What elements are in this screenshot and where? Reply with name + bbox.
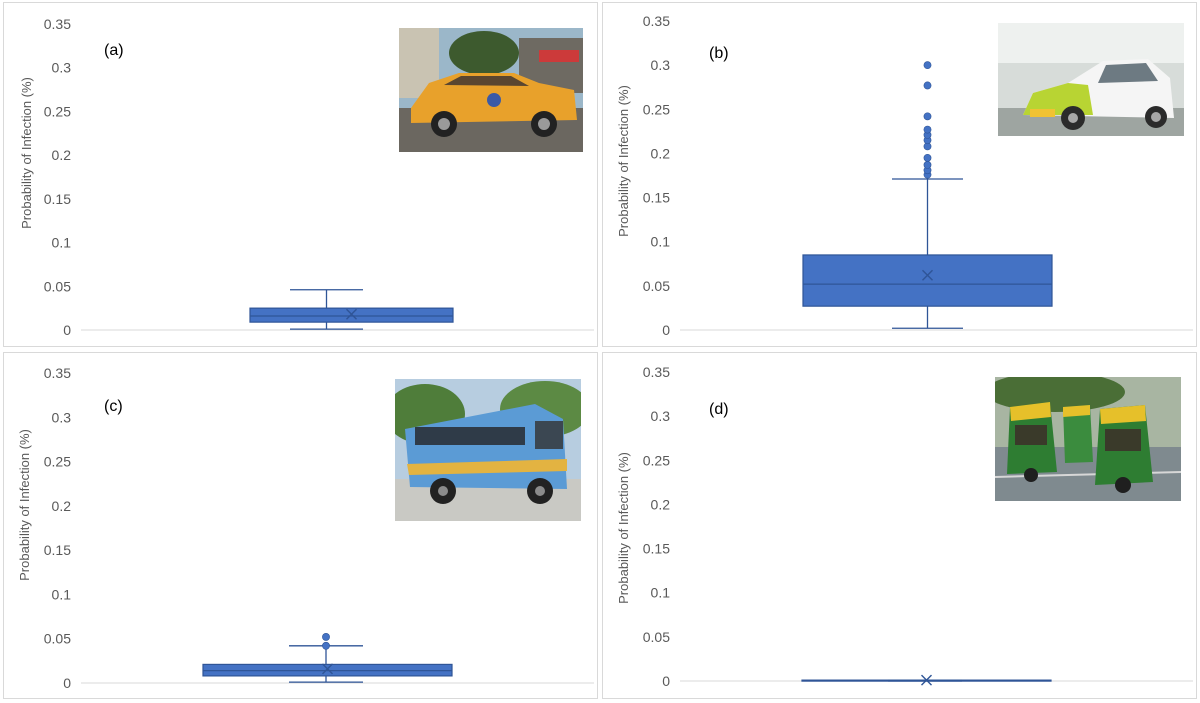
chart-svg-a: 0 0.05 0.1 0.15 0.2 0.25 0.3 0.35 Probability o… xyxy=(19,16,594,338)
y-tick-label: 0.1 xyxy=(52,235,72,251)
outlier-point xyxy=(322,633,330,641)
outlier-point xyxy=(923,153,932,162)
chart-panel-c: 0 0.05 0.1 0.15 0.2 0.25 0.3 0.35 Probability o… xyxy=(3,352,598,699)
chart-svg-b: 0 0.05 0.1 0.15 0.2 0.25 0.3 0.35 Probability o… xyxy=(616,13,1193,338)
y-tick-label: 0.1 xyxy=(651,234,671,250)
y-tick-label: 0.1 xyxy=(52,586,72,602)
panel-label: (d) xyxy=(709,401,729,418)
y-tick-label: 0.25 xyxy=(643,452,670,468)
y-tick-label: 0.3 xyxy=(651,57,671,73)
auto-rickshaw-photo xyxy=(995,377,1181,501)
y-tick-label: 0.15 xyxy=(44,191,71,207)
y-tick-label: 0.2 xyxy=(651,145,671,161)
y-tick-label: 0.35 xyxy=(643,13,670,29)
mean-marker xyxy=(322,663,333,675)
y-tick-label: 0.3 xyxy=(651,408,671,424)
y-tick-label: 0.15 xyxy=(643,541,670,557)
y-axis-label: Probability of Infection (%) xyxy=(616,452,631,604)
y-tick-label: 0.35 xyxy=(44,365,71,381)
y-tick-label: 0.25 xyxy=(44,454,71,470)
app-cab-photo xyxy=(998,23,1184,136)
y-tick-label: 0.3 xyxy=(52,409,72,425)
y-tick-label: 0.15 xyxy=(44,542,71,558)
y-tick-label: 0.35 xyxy=(643,364,670,380)
chart-panel-b: 0 0.05 0.1 0.15 0.2 0.25 0.3 0.35 Probability o… xyxy=(602,2,1197,347)
y-tick-label: 0 xyxy=(63,322,71,338)
y-tick-label: 0.3 xyxy=(52,60,72,76)
mean-marker xyxy=(922,269,933,281)
y-tick-label: 0.05 xyxy=(643,629,670,645)
mean-marker xyxy=(921,674,932,686)
outlier-point xyxy=(322,641,330,650)
y-axis-label: Probability of Infection (%) xyxy=(17,429,32,581)
outlier-point xyxy=(923,61,932,70)
y-tick-label: 0.1 xyxy=(651,585,671,601)
bus-photo xyxy=(395,379,581,521)
y-tick-label: 0.05 xyxy=(44,631,71,647)
outlier-point xyxy=(923,112,932,121)
y-tick-label: 0.25 xyxy=(44,103,71,119)
chart-panel-d: 0 0.05 0.1 0.15 0.2 0.25 0.3 0.35 Probability o… xyxy=(602,352,1197,699)
outlier-point xyxy=(923,161,932,169)
y-tick-label: 0.35 xyxy=(44,16,71,32)
y-tick-label: 0 xyxy=(63,675,71,691)
outlier-point xyxy=(923,81,932,90)
y-tick-label: 0.2 xyxy=(52,147,72,163)
chart-panel-a: 0 0.05 0.1 0.15 0.2 0.25 0.3 0.35 Probability o… xyxy=(3,2,598,347)
y-tick-label: 0.2 xyxy=(651,496,671,512)
y-tick-label: 0.25 xyxy=(643,101,670,117)
y-tick-label: 0 xyxy=(662,322,670,338)
mean-marker xyxy=(346,308,357,320)
chart-svg-c: 0 0.05 0.1 0.15 0.2 0.25 0.3 0.35 Probability o… xyxy=(17,365,594,691)
y-tick-label: 0.2 xyxy=(52,498,72,514)
chart-svg-d: 0 0.05 0.1 0.15 0.2 0.25 0.3 0.35 Probability o… xyxy=(616,364,1193,689)
iqr-box xyxy=(802,254,1053,307)
y-tick-label: 0.05 xyxy=(44,278,71,294)
panel-label: (b) xyxy=(709,45,729,62)
y-tick-label: 0.05 xyxy=(643,278,670,294)
y-axis-label: Probability of Infection (%) xyxy=(19,77,34,229)
panel-label: (c) xyxy=(104,398,123,415)
outlier-point xyxy=(923,125,932,134)
y-tick-label: 0 xyxy=(662,673,670,689)
y-axis-label: Probability of Infection (%) xyxy=(616,85,631,237)
panel-label: (a) xyxy=(104,42,124,59)
y-tick-label: 0.15 xyxy=(643,190,670,206)
yellow-taxi-photo xyxy=(399,28,583,152)
